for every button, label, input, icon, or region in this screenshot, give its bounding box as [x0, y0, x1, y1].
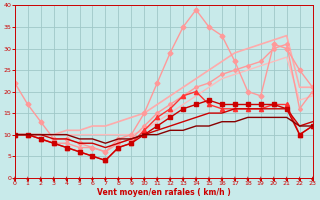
X-axis label: Vent moyen/en rafales ( km/h ): Vent moyen/en rafales ( km/h ) [97, 188, 230, 197]
